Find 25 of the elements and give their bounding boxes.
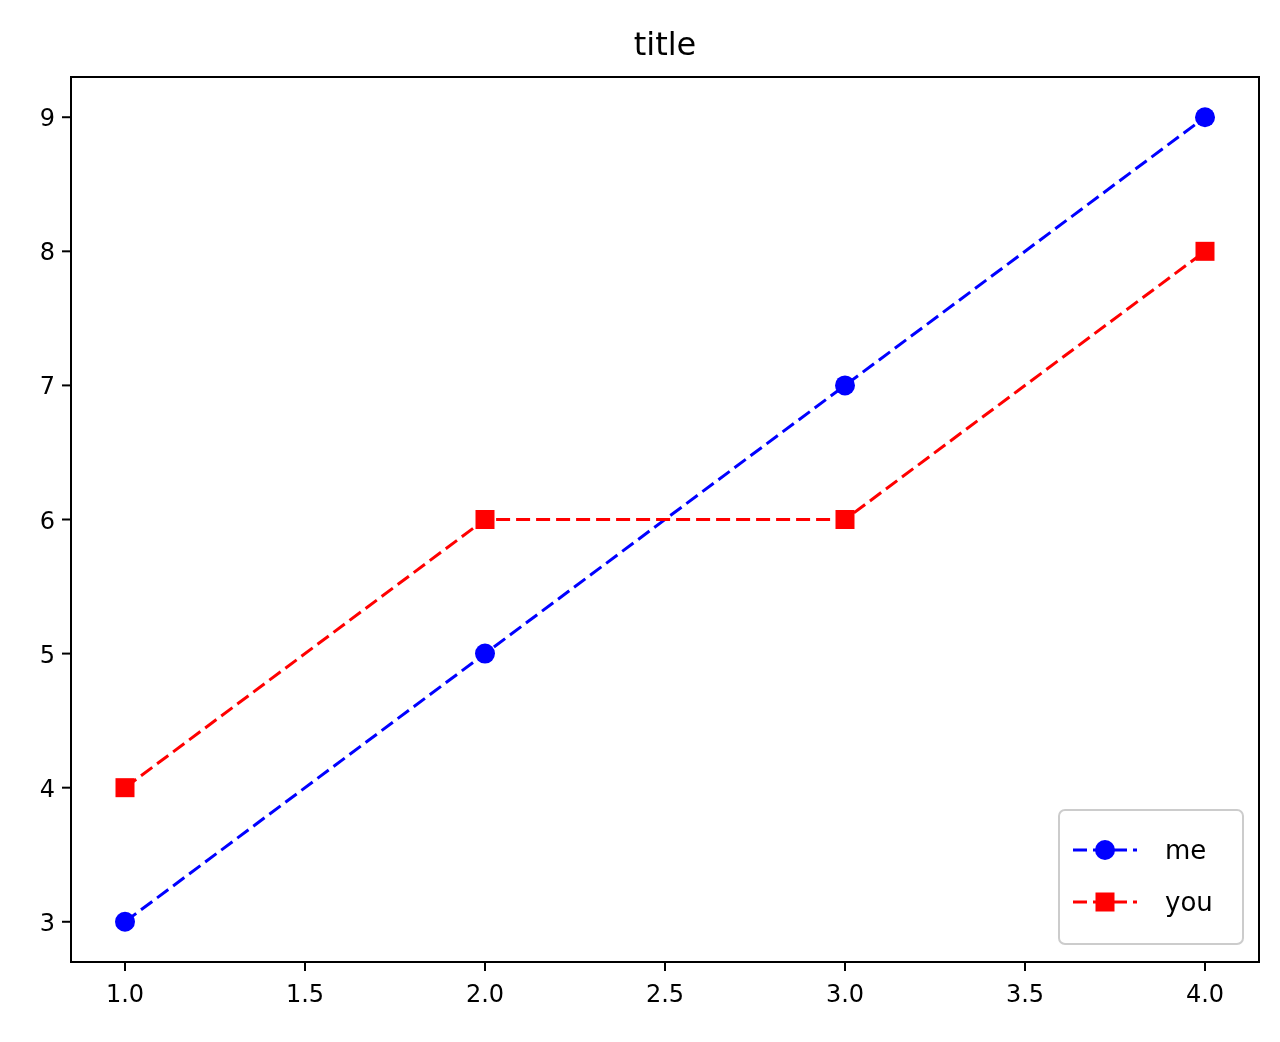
y-tick-label: 4 bbox=[39, 774, 55, 803]
point bbox=[835, 510, 855, 529]
y-tick-label: 9 bbox=[39, 104, 55, 133]
point bbox=[475, 643, 495, 664]
y-tick-label: 3 bbox=[39, 908, 55, 937]
x-tick-label: 2.5 bbox=[645, 980, 685, 1008]
chart-title: title bbox=[633, 25, 697, 63]
y-tick-label: 7 bbox=[39, 372, 55, 401]
x-tick-label: 2.0 bbox=[465, 980, 505, 1008]
legend-label: you bbox=[1165, 887, 1213, 917]
point bbox=[115, 911, 135, 932]
point bbox=[1195, 241, 1215, 261]
y-tick-label: 5 bbox=[39, 640, 55, 669]
x-tick-label: 3.0 bbox=[825, 980, 865, 1008]
point bbox=[1195, 107, 1215, 128]
legend-label: me bbox=[1165, 835, 1207, 865]
y-tick-label: 6 bbox=[39, 506, 55, 535]
y-tick-label: 8 bbox=[39, 238, 55, 267]
x-tick-label: 3.5 bbox=[1005, 980, 1045, 1008]
x-tick-label: 1.5 bbox=[285, 980, 325, 1008]
point bbox=[475, 510, 495, 529]
x-tick-label: 1.0 bbox=[105, 980, 145, 1008]
point bbox=[115, 778, 135, 798]
x-tick-label: 4.0 bbox=[1185, 980, 1225, 1008]
point bbox=[835, 375, 855, 396]
